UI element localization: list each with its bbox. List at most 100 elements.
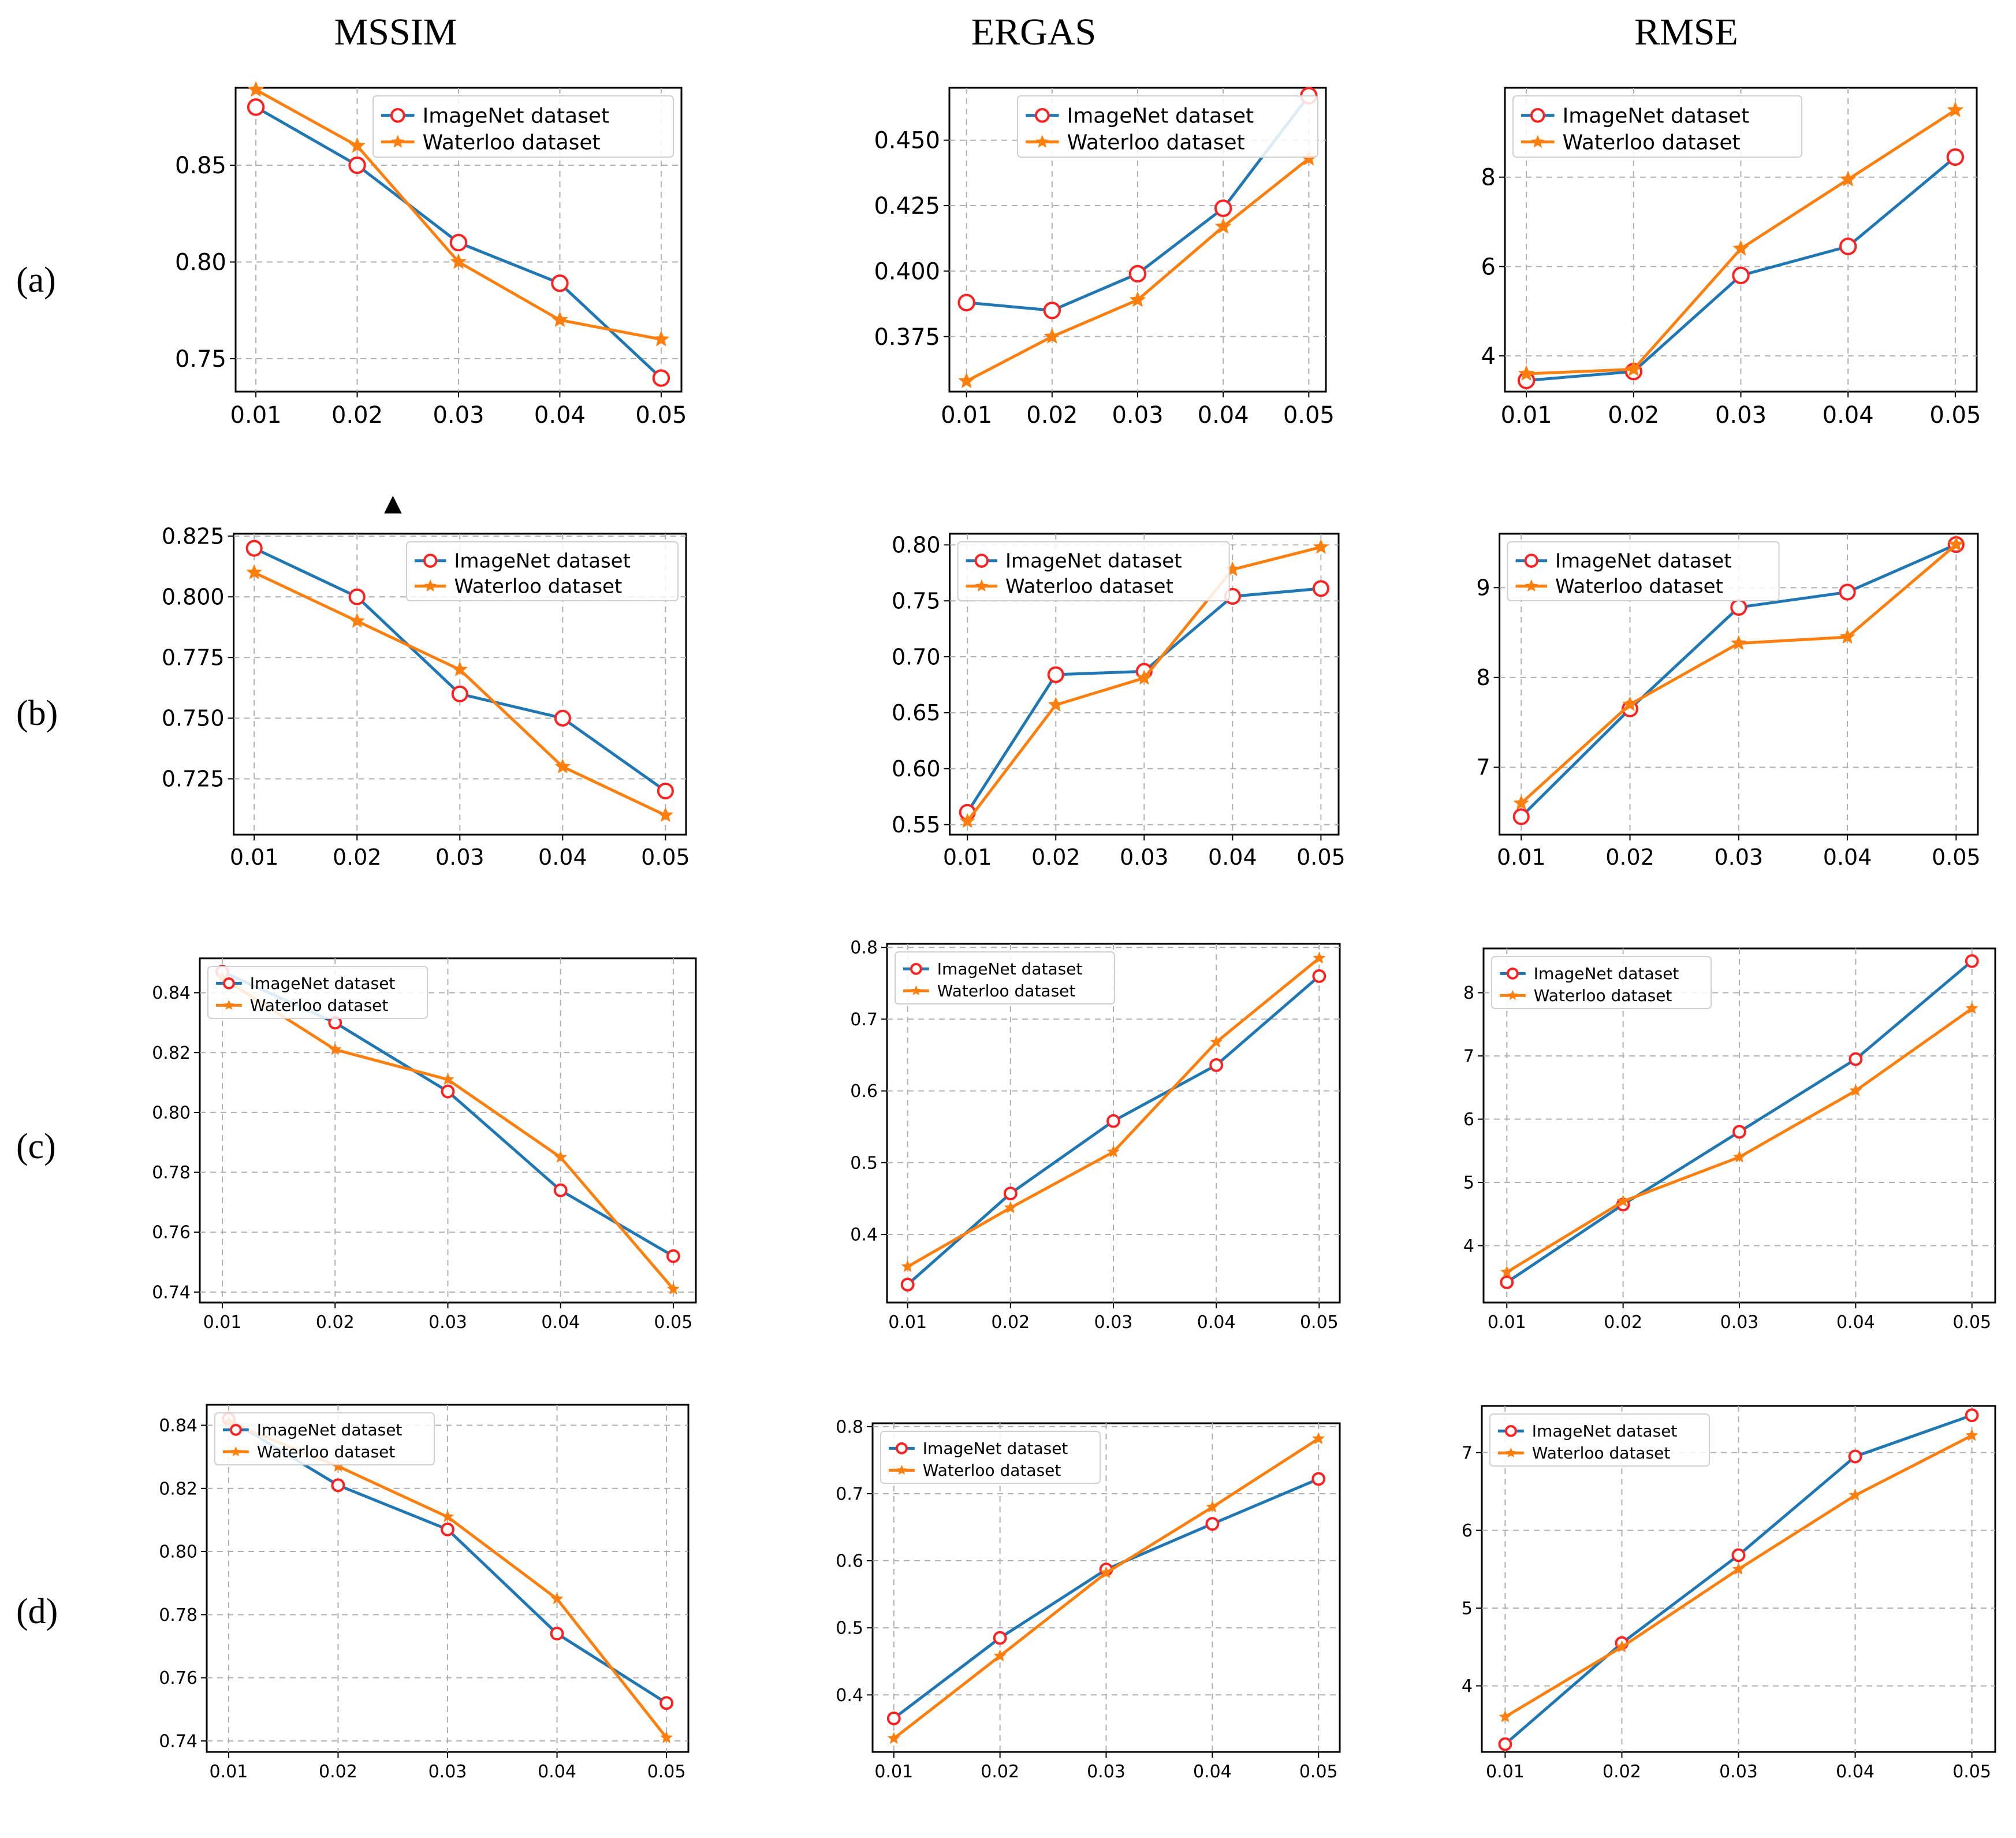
y-tick-label: 0.825 bbox=[162, 524, 225, 549]
legend-label: ImageNet dataset bbox=[937, 959, 1083, 978]
chart-b-rmse: 0.01 0.02 0.03 0.04 0.05 7 8 9 ImageNet datasetW… bbox=[1476, 533, 1981, 870]
imagenet-point bbox=[1003, 1186, 1018, 1201]
imagenet-point bbox=[247, 98, 265, 116]
x-tick-label: 0.04 bbox=[541, 1312, 580, 1333]
legend bbox=[214, 1412, 435, 1465]
waterloo-point bbox=[441, 1510, 454, 1523]
waterloo-point bbox=[554, 758, 571, 773]
waterloo-point bbox=[1948, 536, 1964, 552]
y-tick-label: 0.82 bbox=[159, 1479, 197, 1499]
x-tick-label: 0.05 bbox=[1283, 402, 1335, 429]
imagenet-point bbox=[900, 1278, 915, 1292]
waterloo-point bbox=[349, 612, 365, 628]
imagenet-point bbox=[1500, 1275, 1514, 1289]
x-tick-label: 0.01 bbox=[1501, 402, 1552, 429]
imagenet-point bbox=[1512, 808, 1530, 825]
waterloo-point bbox=[1615, 1640, 1629, 1653]
legend-label: ImageNet dataset bbox=[257, 1420, 403, 1439]
legend-label: ImageNet dataset bbox=[923, 1439, 1068, 1458]
y-tick-label: 0.80 bbox=[175, 250, 226, 276]
legend-star-icon bbox=[223, 999, 234, 1010]
waterloo-point bbox=[329, 1043, 342, 1055]
y-tick-label: 5 bbox=[1463, 1173, 1474, 1193]
imagenet-point bbox=[331, 1478, 345, 1493]
y-tick-label: 0.75 bbox=[892, 589, 941, 614]
x-tick-label: 0.03 bbox=[428, 1312, 467, 1333]
x-tick-label: 0.05 bbox=[1932, 844, 1981, 870]
chart-b-ergas: 0.01 0.02 0.03 0.04 0.05 0.55 0.60 0.65 0.70 0.75… bbox=[892, 533, 1346, 870]
chart-c-ergas: 0.01 0.02 0.03 0.04 0.05 0.4 0.5 0.6 0.7 0.8 Image… bbox=[850, 938, 1341, 1333]
y-tick-label: 0.75 bbox=[175, 346, 226, 373]
legend-star-icon bbox=[1525, 579, 1538, 592]
legend-star-icon bbox=[1035, 135, 1049, 148]
x-tick-label: 0.02 bbox=[991, 1312, 1030, 1333]
y-tick-label: 5 bbox=[1462, 1598, 1473, 1619]
imagenet-point bbox=[1965, 954, 1979, 968]
y-tick-label: 0.6 bbox=[836, 1551, 863, 1572]
waterloo-point bbox=[1206, 1500, 1219, 1513]
legend-circle-icon bbox=[423, 553, 438, 568]
chart-d-mssim: 0.01 0.02 0.03 0.04 0.05 0.74 0.76 0.78 0.80 0.82… bbox=[159, 1404, 690, 1782]
waterloo-point bbox=[1622, 696, 1638, 711]
imagenet-point bbox=[441, 1084, 455, 1099]
y-tick-label: 0.4 bbox=[836, 1686, 863, 1706]
waterloo-point bbox=[993, 1649, 1007, 1662]
waterloo-point bbox=[1312, 1432, 1325, 1445]
legend-star-icon bbox=[391, 135, 405, 148]
imagenet-point bbox=[1965, 1408, 1979, 1423]
imagenet-point bbox=[666, 1249, 680, 1263]
x-tick-label: 0.03 bbox=[1714, 844, 1763, 870]
triangle-marker-icon: ▲ bbox=[384, 490, 402, 516]
waterloo-point bbox=[667, 1282, 680, 1294]
legend-label: Waterloo dataset bbox=[1534, 986, 1672, 1005]
row-label-a: (a) bbox=[16, 261, 56, 300]
waterloo-point bbox=[959, 813, 975, 828]
x-tick-label: 0.02 bbox=[1608, 402, 1659, 429]
waterloo-point bbox=[349, 137, 366, 153]
y-tick-label: 0.425 bbox=[874, 193, 940, 219]
y-tick-label: 0.375 bbox=[874, 324, 940, 351]
imagenet-point bbox=[348, 156, 366, 174]
y-tick-label: 4 bbox=[1463, 1236, 1474, 1256]
y-tick-label: 0.65 bbox=[892, 700, 941, 725]
legend-star-icon bbox=[975, 579, 988, 592]
x-tick-label: 0.02 bbox=[1031, 844, 1080, 870]
waterloo-point bbox=[1313, 538, 1329, 554]
waterloo-point bbox=[1733, 1150, 1746, 1163]
y-tick-label: 0.76 bbox=[152, 1223, 191, 1243]
imagenet-point bbox=[657, 782, 674, 799]
waterloo-point bbox=[247, 81, 264, 97]
waterloo-point bbox=[1513, 795, 1529, 810]
column-title-ergas: ERGAS bbox=[971, 11, 1097, 53]
waterloo-point bbox=[1500, 1266, 1514, 1278]
legend-label: Waterloo dataset bbox=[1532, 1443, 1671, 1463]
imagenet-point bbox=[1312, 580, 1329, 597]
y-tick-label: 0.4 bbox=[850, 1225, 878, 1245]
waterloo-point bbox=[1518, 365, 1535, 381]
waterloo-point bbox=[550, 1592, 564, 1605]
y-tick-label: 8 bbox=[1463, 983, 1474, 1003]
imagenet-point bbox=[1128, 265, 1147, 283]
y-tick-label: 8 bbox=[1481, 165, 1496, 191]
legend-label: ImageNet dataset bbox=[454, 550, 631, 573]
imagenet-point bbox=[1730, 598, 1747, 616]
y-tick-label: 0.725 bbox=[162, 767, 225, 792]
chart-d-ergas: 0.01 0.02 0.03 0.04 0.05 0.4 0.5 0.6 0.7 0.8 Image… bbox=[836, 1417, 1341, 1782]
legend-circle-icon bbox=[230, 1424, 242, 1436]
x-tick-label: 0.04 bbox=[534, 402, 586, 429]
legend-label: Waterloo dataset bbox=[1563, 131, 1741, 154]
waterloo-point bbox=[1004, 1201, 1017, 1214]
x-tick-label: 0.05 bbox=[1952, 1762, 1991, 1782]
legend-label: ImageNet dataset bbox=[1005, 550, 1182, 573]
y-tick-label: 0.450 bbox=[874, 128, 940, 154]
x-tick-label: 0.01 bbox=[943, 844, 992, 870]
x-tick-label: 0.05 bbox=[1952, 1312, 1991, 1333]
y-tick-label: 0.7 bbox=[850, 1010, 878, 1030]
chart-c-rmse: 0.01 0.02 0.03 0.04 0.05 4 5 6 7 8 ImageNet datase… bbox=[1463, 947, 1996, 1333]
waterloo-point bbox=[653, 330, 670, 347]
y-tick-label: 4 bbox=[1481, 343, 1496, 370]
legend-circle-icon bbox=[1035, 108, 1050, 123]
imagenet-point bbox=[245, 540, 263, 557]
legend-label: Waterloo dataset bbox=[937, 981, 1076, 1000]
legend-circle-icon bbox=[223, 977, 235, 989]
